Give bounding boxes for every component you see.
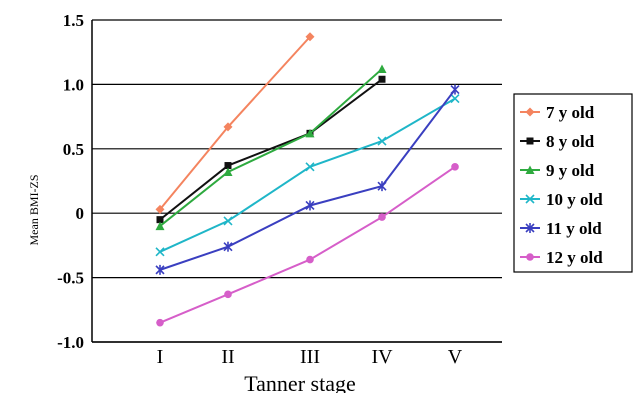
x-tick-label: II bbox=[221, 346, 234, 368]
legend-item: 7 y old bbox=[520, 103, 595, 122]
y-tick-label: 0 bbox=[76, 204, 85, 223]
data-point bbox=[305, 32, 315, 42]
y-tick-label: 1.0 bbox=[63, 75, 84, 94]
data-point bbox=[450, 84, 460, 95]
legend-label: 9 y old bbox=[546, 161, 595, 180]
legend-marker bbox=[525, 107, 535, 117]
legend-label: 7 y old bbox=[546, 103, 595, 122]
data-point bbox=[450, 94, 460, 104]
y-axis-label: Mean BMI-ZS bbox=[27, 175, 41, 246]
x-tick-label: I bbox=[157, 346, 164, 368]
data-point bbox=[377, 136, 387, 146]
legend-marker bbox=[526, 137, 534, 145]
data-point bbox=[155, 204, 165, 214]
data-point bbox=[155, 221, 165, 231]
y-tick-label: 0.5 bbox=[63, 140, 84, 159]
series-4 bbox=[155, 94, 460, 257]
series-line bbox=[159, 88, 456, 271]
data-point bbox=[451, 163, 459, 171]
legend-label: 12 y old bbox=[546, 248, 603, 267]
x-axis-label: Tanner stage bbox=[244, 371, 355, 393]
data-point bbox=[156, 216, 164, 224]
marker-stroke bbox=[155, 247, 165, 257]
data-point bbox=[156, 318, 164, 327]
legend-item: 11 y old bbox=[520, 219, 602, 238]
data-point bbox=[378, 213, 386, 221]
data-point bbox=[377, 64, 387, 73]
data-point bbox=[223, 122, 233, 132]
series-1 bbox=[155, 32, 315, 214]
legend-label: 8 y old bbox=[546, 132, 595, 151]
x-tick-label: III bbox=[300, 346, 320, 368]
y-tick-label: -1.0 bbox=[57, 333, 84, 352]
data-point bbox=[305, 128, 315, 138]
data-point bbox=[224, 162, 232, 170]
series-line bbox=[159, 36, 311, 210]
data-point bbox=[305, 200, 315, 211]
series-3 bbox=[155, 64, 387, 231]
legend-item: 12 y old bbox=[520, 248, 603, 267]
marker-stroke bbox=[223, 216, 233, 226]
legend-item: 8 y old bbox=[520, 132, 595, 151]
marker-stroke bbox=[305, 162, 315, 172]
data-point bbox=[305, 162, 315, 172]
legend-marker bbox=[525, 194, 535, 204]
marker-stroke bbox=[377, 136, 387, 146]
x-tick-label: IV bbox=[371, 346, 393, 368]
data-point bbox=[378, 75, 386, 83]
series-5 bbox=[155, 84, 460, 275]
data-point bbox=[223, 167, 233, 176]
data-point bbox=[377, 181, 387, 192]
marker-stroke bbox=[450, 94, 460, 104]
legend-label: 11 y old bbox=[546, 219, 602, 238]
y-axis: 1.5 1.0 0.5 0 -0.5 -1.0 bbox=[57, 11, 93, 352]
legend-item: 9 y old bbox=[520, 161, 595, 180]
legend-item: 10 y old bbox=[520, 190, 603, 209]
x-tick-label: V bbox=[448, 346, 463, 368]
y-tick-label: 1.5 bbox=[63, 11, 84, 30]
data-point bbox=[223, 216, 233, 226]
data-point bbox=[155, 264, 165, 275]
legend-label: 10 y old bbox=[546, 190, 603, 209]
series-line bbox=[159, 68, 383, 227]
legend-marker bbox=[525, 223, 535, 233]
gridlines bbox=[92, 19, 502, 343]
marker-stroke bbox=[525, 194, 535, 204]
legend-box bbox=[513, 93, 633, 273]
data-point bbox=[306, 255, 314, 264]
series-line bbox=[159, 97, 456, 253]
y-tick-label: -0.5 bbox=[57, 269, 84, 288]
data-point bbox=[155, 247, 165, 257]
data-point bbox=[223, 241, 233, 252]
series-group bbox=[155, 32, 460, 327]
series-6 bbox=[156, 163, 459, 327]
legend-marker bbox=[526, 253, 534, 261]
series-line bbox=[159, 78, 383, 221]
legend-marker bbox=[525, 165, 535, 174]
data-point bbox=[224, 290, 232, 299]
x-axis: I II III IV V bbox=[92, 341, 502, 368]
legend: 7 y old 8 y old 9 y old 10 y old 11 y old 12 … bbox=[513, 93, 633, 273]
